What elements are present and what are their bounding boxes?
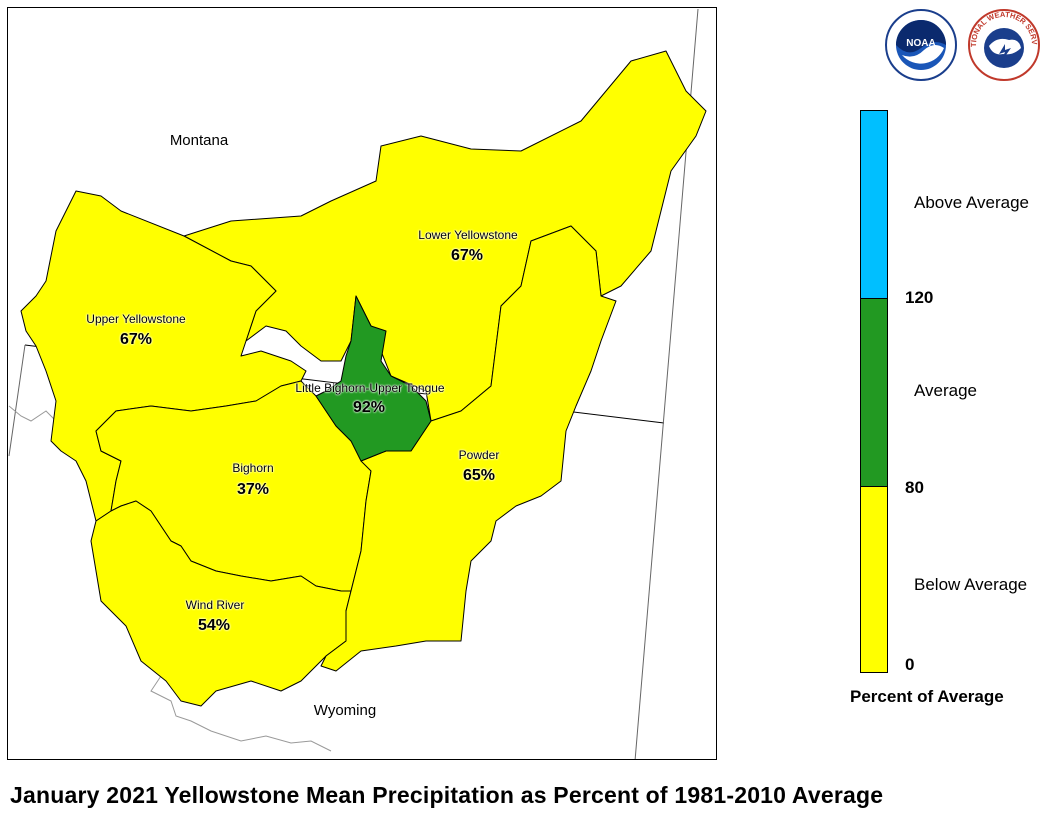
legend-label-above-average: Above Average	[914, 193, 1029, 212]
state-label-montana: Montana	[169, 132, 229, 149]
basin-percent-wind-river: 54%	[197, 617, 231, 634]
river-line-west	[8, 405, 57, 422]
legend-tick-0: 0	[905, 655, 915, 674]
basin-percent-little-bighorn-upper-tongue: 92%	[352, 399, 386, 416]
legend-swatch-average	[861, 299, 887, 487]
basin-percent-upper-yellowstone: 67%	[119, 331, 153, 348]
figure-title: January 2021 Yellowstone Mean Precipitat…	[10, 782, 884, 808]
basin-label-wind-river: Wind River	[185, 598, 245, 612]
basin-percent-lower-yellowstone: 67%	[450, 247, 484, 264]
idaho-border	[8, 344, 26, 457]
legend-label-below-average: Below Average	[914, 575, 1028, 594]
legend-tick-120: 120	[905, 288, 934, 307]
map-frame: Montana Wyoming Lower Yellowstone 67% Up…	[7, 7, 717, 760]
state-label-wyoming: Wyoming	[313, 702, 377, 719]
noaa-logo: NOAA	[885, 9, 957, 81]
legend-label-average: Average	[914, 381, 978, 400]
legend-title: Percent of Average	[850, 687, 1004, 706]
basin-powder[interactable]	[320, 225, 617, 672]
basin-percent-powder: 65%	[462, 467, 496, 484]
river-line-south	[150, 675, 332, 752]
basin-label-lower-yellowstone: Lower Yellowstone	[418, 228, 518, 242]
map-canvas	[8, 8, 707, 759]
legend-swatch-below-average	[861, 487, 887, 672]
noaa-logo-text: NOAA	[906, 38, 935, 49]
basin-little-bighorn-upper-tongue[interactable]	[315, 295, 432, 462]
legend-color-bar	[860, 110, 888, 673]
basin-label-upper-yellowstone: Upper Yellowstone	[86, 312, 186, 326]
legend-swatch-above-average	[861, 111, 887, 299]
basin-label-bighorn: Bighorn	[232, 461, 274, 475]
legend-tick-80: 80	[905, 478, 924, 497]
basin-label-powder: Powder	[458, 448, 500, 462]
basin-label-little-bighorn-upper-tongue: Little Bighorn-Upper Tongue	[295, 381, 445, 395]
basin-percent-bighorn: 37%	[236, 481, 270, 498]
nws-logo: NATIONAL WEATHER SERVICE	[967, 8, 1040, 81]
